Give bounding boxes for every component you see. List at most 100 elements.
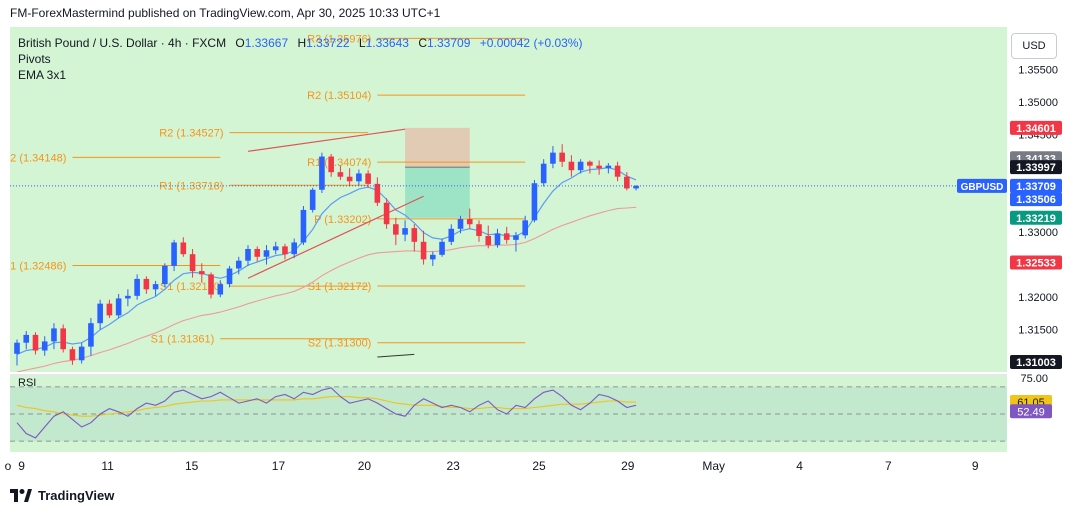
candle-body [115,298,122,316]
main-plot-background [10,27,1007,372]
time-axis-label: 20 [358,459,372,473]
candle-body [513,235,519,240]
wedge-lower-trendline [247,195,424,279]
ema-indicator-label[interactable]: EMA 3x1 [18,68,67,82]
candle-body [411,228,418,242]
pivot-label: R1 (1.34074) [307,157,371,169]
symbol-title: British Pound / U.S. Dollar · 4h · FXCM [18,36,227,50]
candle-body [23,334,30,343]
candle-body [263,250,270,257]
candle-body [383,202,390,225]
time-axis-label: 29 [621,459,635,473]
candle-body [587,161,593,166]
rsi-line [16,387,637,439]
open-label: O [235,36,245,50]
close-value: 1.33709 [426,36,471,50]
pivots-indicator-label[interactable]: Pivots [18,52,51,66]
pivot-label: S1 (1.32172) [308,281,372,293]
time-axis-label: 9 [18,459,25,473]
candle-body [614,165,621,177]
rsi-value: 52.49 [1017,406,1045,418]
candle-body [466,219,473,225]
candle-body [476,224,482,236]
candle-body [143,278,150,290]
price-label-badge [1010,178,1062,193]
candle-body [226,268,233,285]
price-label-text: 1.33506 [1016,194,1056,206]
candle-body [430,254,436,260]
candle-body [448,228,455,242]
candle-body [189,254,196,272]
candle-body [393,224,399,235]
symbol-tag: GBPUSD [961,182,1004,193]
candle-body [41,341,48,351]
candle-body [254,248,261,257]
time-axis-label: 9 [972,459,979,473]
currency-button[interactable]: USD [1011,33,1057,59]
stop-zone [405,127,470,168]
symbol-tag-badge [957,178,1007,193]
candle-body [457,219,464,229]
pivot-label: R1 (1.33718) [159,180,223,192]
main-plot-layer: R2 (1.34148) R1 (1.32486) S1 (1.31361) R2 (… [2,33,1007,372]
candle-body [106,303,113,316]
open-value: 1.33667 [244,36,289,50]
candle-body [577,161,584,171]
candle-body [328,156,334,173]
candle-body [365,173,371,184]
time-axis-partial-label: o [5,459,12,473]
candle-body [356,173,362,182]
candle-body [88,323,94,347]
target-zone [405,167,470,218]
pivot-label: R1 (1.32486) [2,261,66,273]
candle-body [485,235,492,246]
candle-body [97,303,103,324]
price-label-text: 1.32533 [1016,257,1056,269]
candle-body [337,172,344,177]
candle-body [568,161,575,171]
change-value: +0.00042 (+0.03%) [479,36,583,50]
candle-body [605,165,612,169]
high-label: H [297,36,307,50]
candle-body [245,248,251,261]
candle-body [69,349,76,361]
publisher-header: FM-ForexMastermind published on TradingV… [10,6,441,20]
pivot-label: S2 (1.31300) [308,338,372,350]
candle-body [531,183,538,221]
candle-body [540,163,547,184]
pivot-label: R2 (1.35104) [307,90,371,102]
candle-body [78,346,85,361]
candle-body [402,228,408,235]
candle-body [550,152,556,164]
pivot-label: S1 (1.31361) [151,334,215,346]
ema-slow-line [16,206,637,372]
price-label-text: 1.33709 [1016,181,1056,193]
rsi-label: RSI [18,377,36,389]
candle-body [199,271,205,275]
candle-body [272,246,279,251]
price-label-text: 1.33219 [1016,213,1056,225]
drawn-segment [377,353,415,358]
candle-body [624,176,630,189]
tradingview-brand[interactable]: TradingView [10,488,114,503]
price-label-text: 1.34601 [1016,123,1056,135]
rsi-upper-label: 75.00 [1020,373,1048,385]
rsi-value-badge [1010,404,1052,419]
pivot-label: R3 (1.35976) [307,33,371,45]
time-axis-label: 11 [101,459,114,473]
price-label-badge [1010,210,1062,225]
candle-body [208,274,214,295]
candle-body [300,209,307,243]
time-axis-label: 4 [796,459,803,473]
wedge-upper-trendline [247,128,406,152]
candle-body [235,260,242,269]
pivot-label: P (1.33202) [314,214,371,226]
price-label-text: 1.31003 [1016,357,1056,369]
y-tick-label: 1.33000 [1018,227,1058,239]
pivot-label: S1 (1.32170) [160,281,224,293]
candle-body [420,241,427,260]
low-label: L [358,36,366,50]
price-label-badge [1010,192,1062,207]
time-axis-label: May [702,459,725,473]
